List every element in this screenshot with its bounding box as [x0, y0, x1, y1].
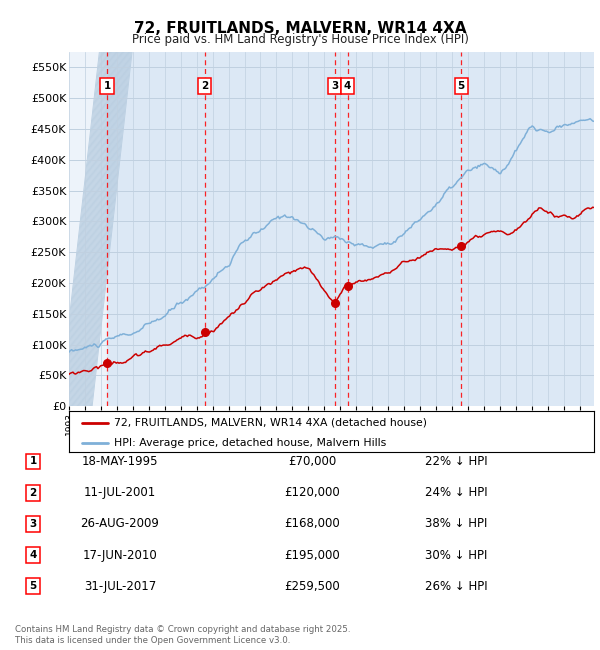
- Text: £195,000: £195,000: [284, 549, 340, 562]
- Text: 1: 1: [29, 456, 37, 467]
- Text: 30% ↓ HPI: 30% ↓ HPI: [425, 549, 487, 562]
- Text: £120,000: £120,000: [284, 486, 340, 499]
- Text: £168,000: £168,000: [284, 517, 340, 530]
- Text: £70,000: £70,000: [288, 455, 336, 468]
- Text: 72, FRUITLANDS, MALVERN, WR14 4XA: 72, FRUITLANDS, MALVERN, WR14 4XA: [134, 21, 466, 36]
- Text: 1: 1: [103, 81, 110, 90]
- Text: 11-JUL-2001: 11-JUL-2001: [84, 486, 156, 499]
- Text: 31-JUL-2017: 31-JUL-2017: [84, 580, 156, 593]
- Text: 2: 2: [202, 81, 209, 90]
- Text: 17-JUN-2010: 17-JUN-2010: [83, 549, 157, 562]
- Text: 5: 5: [458, 81, 465, 90]
- Text: 26% ↓ HPI: 26% ↓ HPI: [425, 580, 487, 593]
- Text: 38% ↓ HPI: 38% ↓ HPI: [425, 517, 487, 530]
- Text: 5: 5: [29, 581, 37, 592]
- Text: 24% ↓ HPI: 24% ↓ HPI: [425, 486, 487, 499]
- Bar: [69, 52, 107, 406]
- Text: 4: 4: [344, 81, 352, 90]
- Text: 72, FRUITLANDS, MALVERN, WR14 4XA (detached house): 72, FRUITLANDS, MALVERN, WR14 4XA (detac…: [113, 418, 427, 428]
- Text: Contains HM Land Registry data © Crown copyright and database right 2025.
This d: Contains HM Land Registry data © Crown c…: [15, 625, 350, 645]
- Text: Price paid vs. HM Land Registry's House Price Index (HPI): Price paid vs. HM Land Registry's House …: [131, 32, 469, 46]
- Text: 2: 2: [29, 488, 37, 498]
- Text: £259,500: £259,500: [284, 580, 340, 593]
- Text: 26-AUG-2009: 26-AUG-2009: [80, 517, 160, 530]
- Text: 4: 4: [29, 550, 37, 560]
- Text: 18-MAY-1995: 18-MAY-1995: [82, 455, 158, 468]
- Text: 22% ↓ HPI: 22% ↓ HPI: [425, 455, 487, 468]
- Text: HPI: Average price, detached house, Malvern Hills: HPI: Average price, detached house, Malv…: [113, 438, 386, 448]
- Text: 3: 3: [29, 519, 37, 529]
- Text: 3: 3: [331, 81, 338, 90]
